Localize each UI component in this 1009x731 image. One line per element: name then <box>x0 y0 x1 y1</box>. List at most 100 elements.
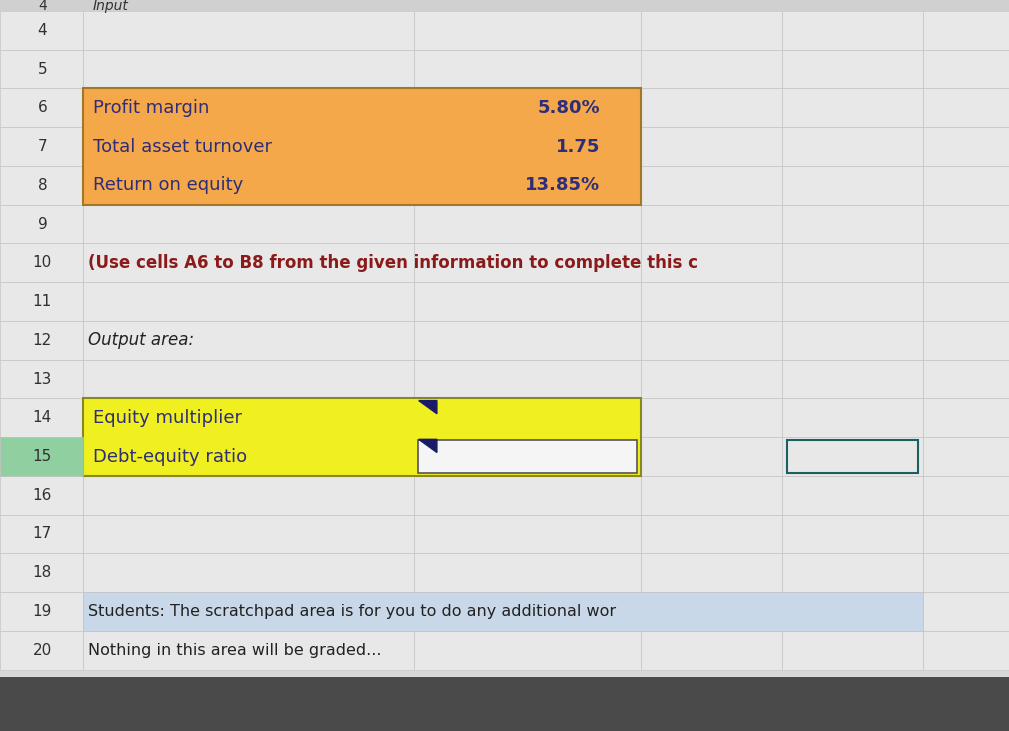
Bar <box>923 282 1009 321</box>
Bar <box>0 321 83 360</box>
Bar <box>83 476 414 515</box>
Text: 5.80%: 5.80% <box>538 99 600 117</box>
Text: 11: 11 <box>32 294 52 309</box>
Bar <box>641 11 782 50</box>
Bar <box>782 321 923 360</box>
Text: 14: 14 <box>32 410 52 425</box>
Bar <box>641 553 782 592</box>
Bar <box>641 50 782 88</box>
Bar <box>641 205 782 243</box>
Bar <box>0 398 83 437</box>
Text: 4: 4 <box>38 0 46 13</box>
Polygon shape <box>419 439 437 452</box>
Bar <box>414 205 641 243</box>
Text: 15: 15 <box>32 449 52 464</box>
Bar <box>641 592 782 631</box>
Text: Return on equity: Return on equity <box>93 176 243 194</box>
Text: 7: 7 <box>37 139 47 154</box>
Bar <box>0 437 83 476</box>
Bar <box>782 127 923 166</box>
Bar <box>414 592 641 631</box>
Bar <box>83 88 414 127</box>
Bar <box>414 282 641 321</box>
Bar <box>83 205 414 243</box>
Text: 9: 9 <box>37 216 47 232</box>
Bar <box>923 592 1009 631</box>
Bar <box>83 127 414 166</box>
Text: (Use cells A6 to B8 from the given information to complete this c: (Use cells A6 to B8 from the given infor… <box>88 254 698 272</box>
Text: Total asset turnover: Total asset turnover <box>93 137 271 156</box>
Bar <box>83 592 923 631</box>
Bar <box>414 437 641 476</box>
Bar <box>782 11 923 50</box>
Bar <box>0 88 83 127</box>
Bar <box>0 592 83 631</box>
Text: Nothing in this area will be graded...: Nothing in this area will be graded... <box>88 643 381 658</box>
Bar <box>0 360 83 398</box>
Bar <box>0 166 83 205</box>
Bar <box>0 515 83 553</box>
Bar <box>83 88 641 127</box>
Bar <box>782 50 923 88</box>
Bar <box>414 88 641 127</box>
Bar <box>641 321 782 360</box>
Text: 1.75: 1.75 <box>556 137 600 156</box>
Bar <box>414 166 641 205</box>
Text: Debt-equity ratio: Debt-equity ratio <box>93 447 247 466</box>
Bar <box>923 360 1009 398</box>
Bar <box>923 476 1009 515</box>
Bar <box>923 553 1009 592</box>
Bar <box>83 321 414 360</box>
Text: 17: 17 <box>32 526 52 542</box>
Bar <box>418 440 637 473</box>
Bar <box>0 282 83 321</box>
Text: 20: 20 <box>32 643 52 658</box>
Bar <box>641 282 782 321</box>
Bar <box>414 11 641 50</box>
Text: Equity multiplier: Equity multiplier <box>93 409 242 427</box>
Bar <box>414 398 641 437</box>
Text: 12: 12 <box>32 333 52 348</box>
Bar <box>641 127 782 166</box>
Bar <box>0 205 83 243</box>
Bar <box>641 437 782 476</box>
Text: 10: 10 <box>32 255 52 270</box>
Bar <box>782 592 923 631</box>
Bar <box>83 553 414 592</box>
Bar <box>787 440 918 473</box>
Bar <box>0 0 1009 11</box>
Bar <box>414 321 641 360</box>
Bar <box>83 360 414 398</box>
Text: 13: 13 <box>32 371 52 387</box>
Bar <box>782 398 923 437</box>
Bar <box>83 243 414 282</box>
Bar <box>782 360 923 398</box>
Bar <box>83 166 641 205</box>
Bar <box>782 553 923 592</box>
Bar <box>923 127 1009 166</box>
Bar <box>782 631 923 670</box>
Bar <box>83 282 414 321</box>
Bar <box>0 553 83 592</box>
Text: 6: 6 <box>37 100 47 115</box>
Bar <box>782 166 923 205</box>
Bar <box>414 127 641 166</box>
Bar <box>83 127 641 166</box>
Bar <box>414 476 641 515</box>
Bar <box>0 243 83 282</box>
Bar <box>782 282 923 321</box>
Bar <box>782 515 923 553</box>
Bar <box>641 88 782 127</box>
Bar <box>641 631 782 670</box>
Text: 16: 16 <box>32 488 52 503</box>
Bar <box>923 515 1009 553</box>
Bar <box>0 476 83 515</box>
Text: 5: 5 <box>37 61 47 77</box>
Bar <box>83 592 414 631</box>
Bar <box>83 88 641 205</box>
Bar <box>83 631 414 670</box>
Bar <box>414 360 641 398</box>
Bar <box>0 631 83 670</box>
Text: Input: Input <box>93 0 129 13</box>
Bar <box>923 205 1009 243</box>
